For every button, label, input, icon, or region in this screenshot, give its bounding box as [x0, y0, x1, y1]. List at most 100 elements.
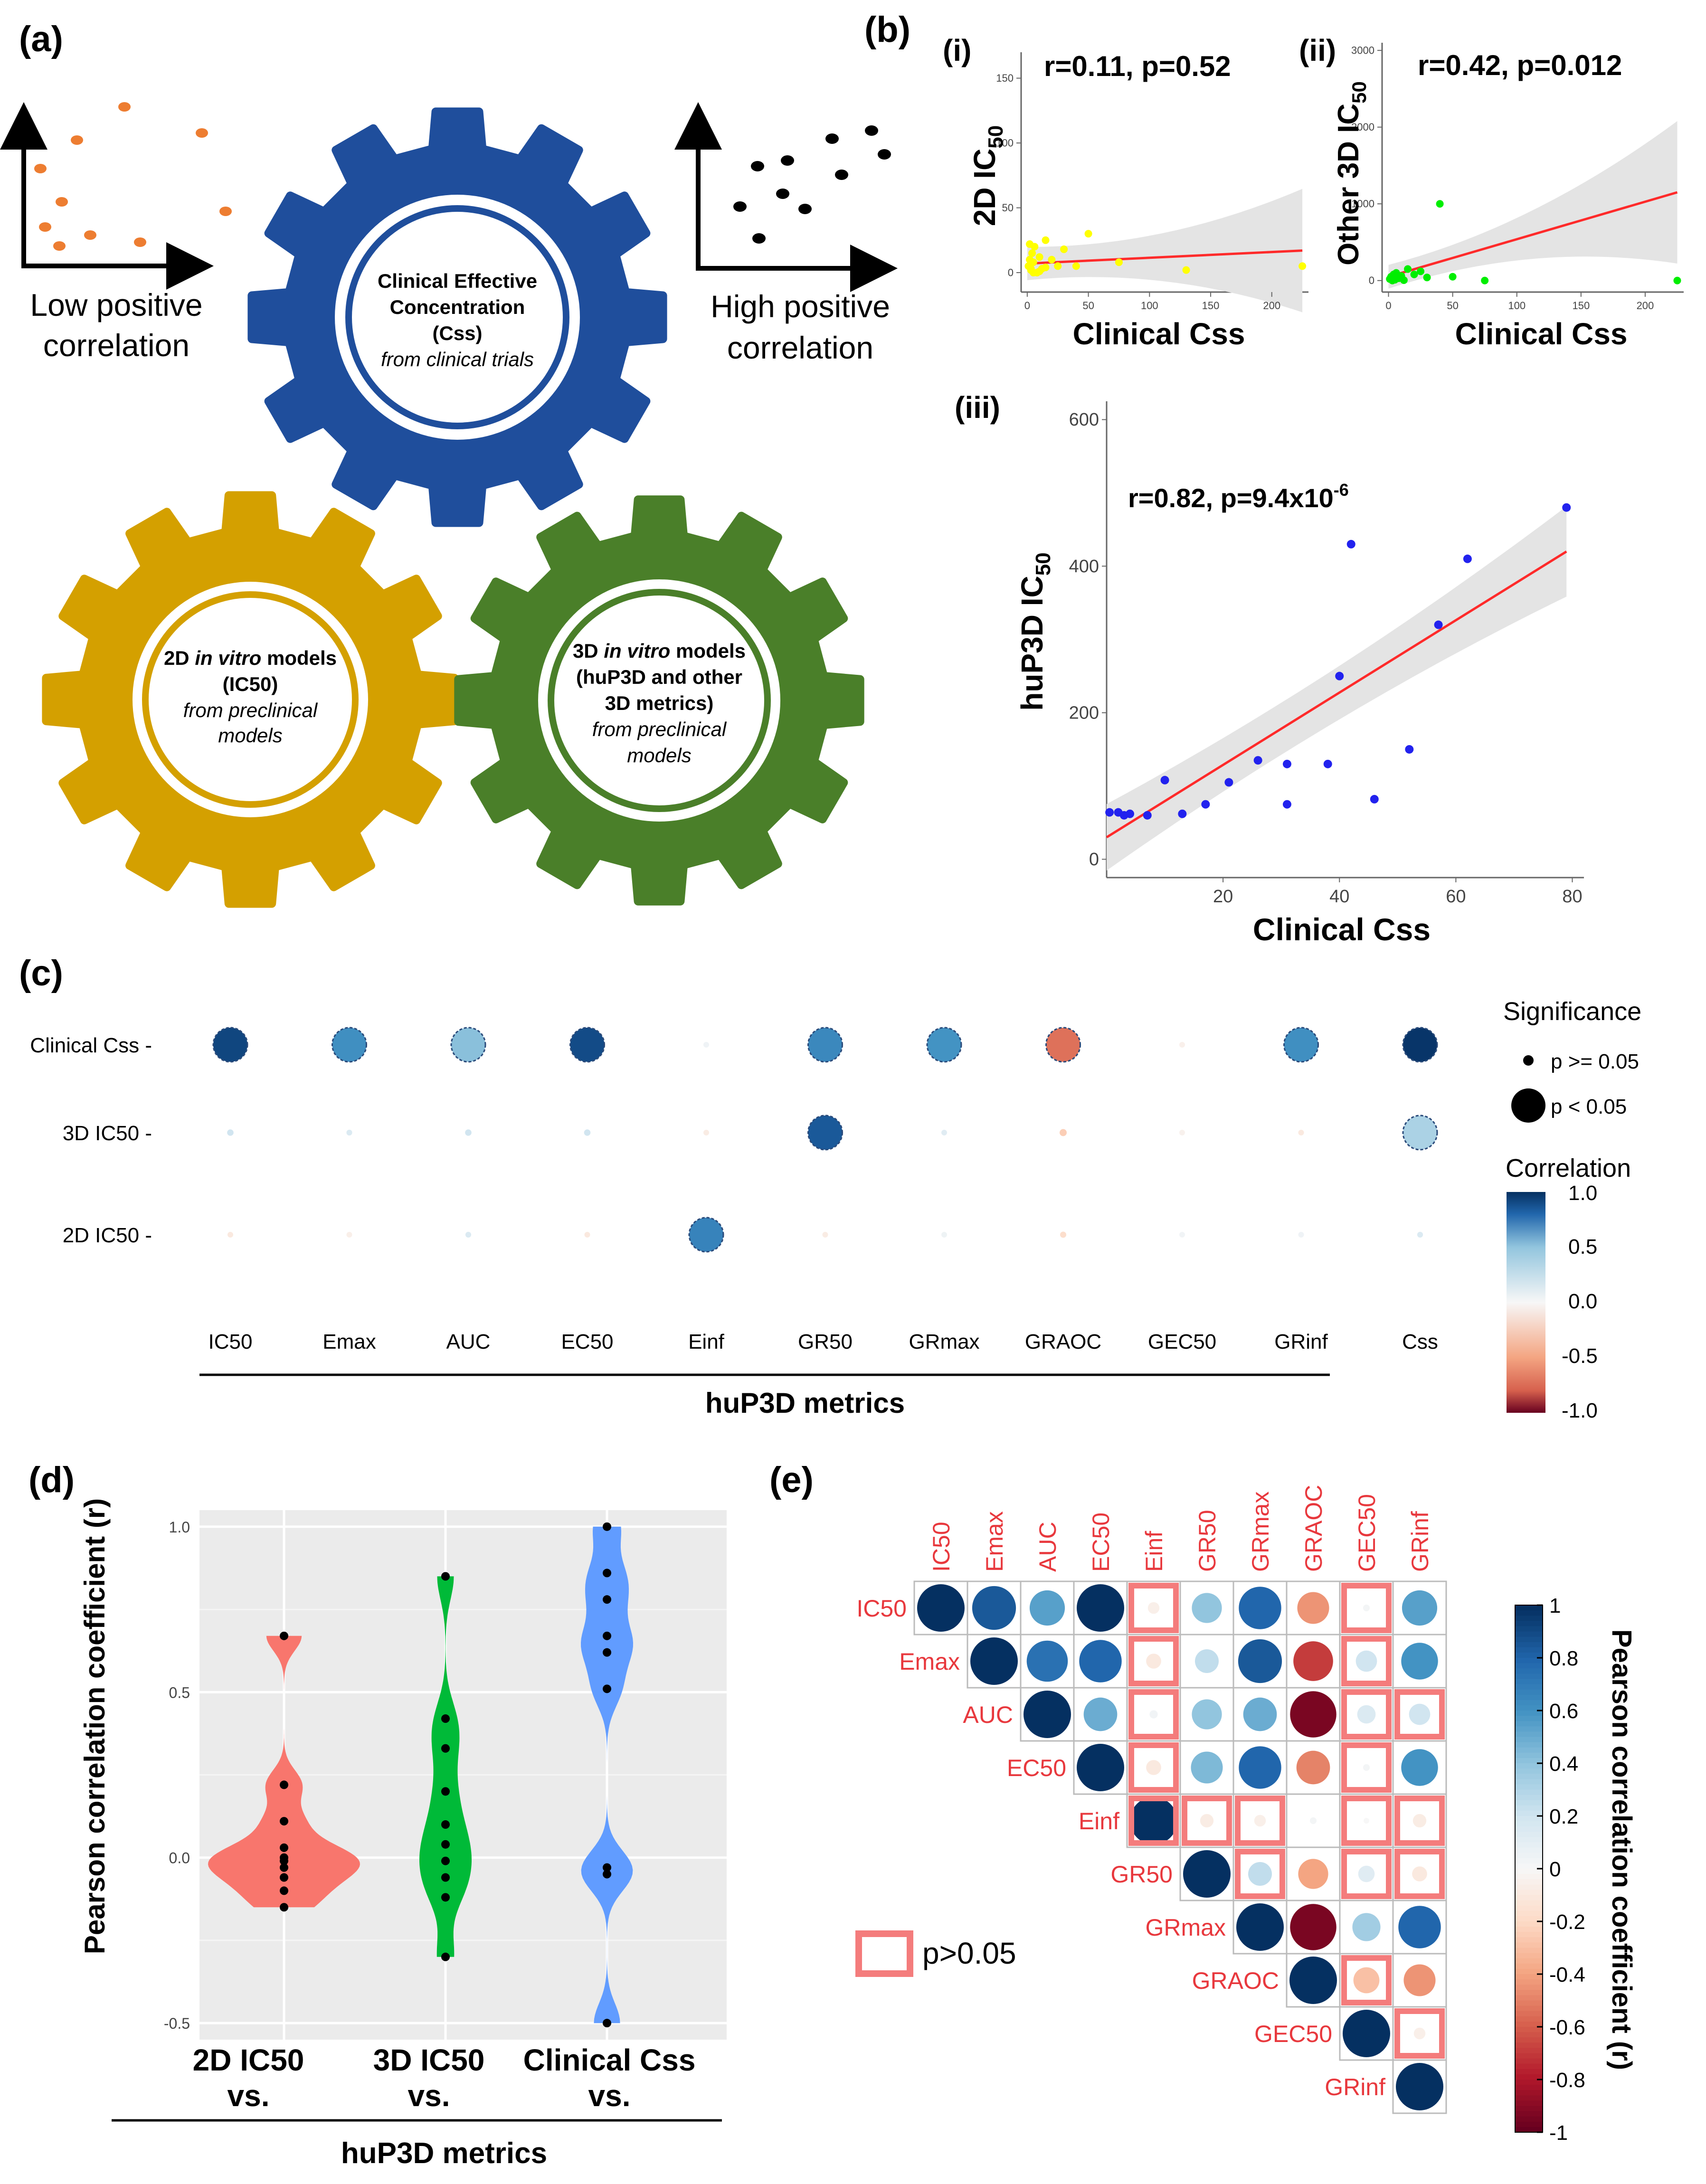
c-cbar-tick: -1.0 [1562, 1399, 1598, 1422]
colorbar-segment [1515, 1995, 1543, 2001]
c-cbar-tick: 1.0 [1568, 1182, 1597, 1205]
colorbar-tick-label: 1 [1549, 1594, 1561, 1617]
b-iii-ylabel: huP3D IC50 [1015, 552, 1055, 710]
colorbar-segment [1515, 1626, 1543, 1632]
colorbar-segment [1515, 1795, 1543, 1801]
data-point [1410, 270, 1418, 278]
violin-body [208, 1636, 360, 1908]
data-point [280, 1780, 288, 1789]
y-tick-label: 150 [996, 72, 1014, 84]
colorbar-segment [1515, 1990, 1543, 1996]
row-label: 3D IC50 - [63, 1122, 152, 1145]
b-ii-label: (ii) [1299, 33, 1336, 67]
x-tick-label: 100 [1141, 300, 1158, 312]
correlation-circle [1083, 1697, 1118, 1731]
correlation-circle [1192, 1593, 1222, 1623]
bubble [1179, 1042, 1185, 1048]
colorbar-segment [1515, 1890, 1543, 1896]
correlation-circle [1026, 1640, 1068, 1682]
x-tick-label: 50 [1447, 300, 1458, 312]
correlation-circle [1243, 1697, 1277, 1731]
bubble [227, 1129, 234, 1136]
colorbar-tick-label: 0.2 [1549, 1805, 1578, 1828]
column-label: GR50 [1194, 1510, 1221, 1572]
correlation-circle [1297, 1592, 1329, 1624]
data-point [441, 1856, 450, 1865]
clinical-italic: from clinical trials [381, 348, 534, 370]
colorbar-segment [1515, 2085, 1543, 2091]
correlation-circle [1357, 1705, 1376, 1724]
correlation-circle [1402, 1590, 1438, 1626]
colorbar-segment [1515, 1910, 1543, 1917]
correlation-circle [1396, 2063, 1443, 2110]
bubble [569, 1027, 605, 1063]
e-legend-box [855, 1930, 913, 1977]
b-ii-ylabel-sub: 50 [1348, 81, 1370, 104]
colorbar-segment [1515, 1705, 1543, 1711]
nonsig-box [1394, 1796, 1445, 1846]
colorbar-segment [1515, 1805, 1543, 1811]
high-caption-line2: correlation [727, 330, 873, 365]
group-label: 3D IC50 [373, 2043, 485, 2077]
colorbar-segment [1515, 1726, 1543, 1732]
gear-3d-line1-post: models [670, 640, 746, 662]
colorbar-segment [1515, 1968, 1543, 1975]
correlation-circle [1298, 1859, 1328, 1889]
colorbar-segment [1515, 2069, 1543, 2075]
data-point [1282, 800, 1291, 809]
gear-3d-text: 3D in vitro models (huP3D and other 3D m… [573, 640, 746, 766]
correlation-circle [1077, 1584, 1124, 1632]
data-point [280, 1886, 288, 1895]
colorbar-segment [1515, 1721, 1543, 1727]
y-tick-label: 0 [1008, 266, 1014, 278]
colorbar-segment [1515, 2027, 1543, 2033]
regression-line [1388, 191, 1678, 278]
data-point [1126, 809, 1135, 818]
y-tick-label: 0 [1089, 850, 1099, 870]
correlation-circle [970, 1637, 1018, 1685]
colorbar-segment [1515, 1948, 1543, 1954]
b-iii-annotation-main: r=0.82, p=9.4x10 [1128, 483, 1334, 513]
column-label: Einf [1141, 1531, 1167, 1572]
data-point [1370, 794, 1379, 804]
colorbar-segment [1515, 1789, 1543, 1796]
gear-2d-italic1: from preclinical [183, 699, 318, 721]
column-label: Einf [688, 1330, 725, 1353]
colorbar-segment [1515, 2048, 1543, 2054]
colorbar-segment [1515, 1742, 1543, 1748]
column-label: GRmax [1247, 1492, 1274, 1572]
data-point [1072, 262, 1080, 270]
colorbar-segment [1515, 2053, 1543, 2059]
data-point [603, 1522, 611, 1531]
d-ylabel: Pearson correlation coefficient (r) [79, 1498, 111, 1954]
y-tick-label: 0 [1369, 274, 1374, 286]
x-tick-label: 80 [1562, 887, 1582, 907]
bubble [703, 1042, 709, 1048]
data-point [1060, 245, 1068, 253]
column-label: Css [1402, 1330, 1438, 1353]
column-label: AUC [446, 1330, 491, 1353]
colorbar-segment [1515, 1837, 1543, 1843]
nonsig-box [1128, 1583, 1179, 1633]
correlation-circle [1238, 1639, 1282, 1683]
colorbar-segment [1515, 1832, 1543, 1838]
nonsig-box [1394, 1849, 1445, 1899]
correlation-circle [1290, 1904, 1336, 1950]
colorbar-segment [1515, 2121, 1543, 2127]
correlation-circle [1403, 1964, 1436, 1996]
data-point [1346, 539, 1355, 548]
row-label: Einf [1079, 1808, 1119, 1834]
nonsig-box [1235, 1796, 1285, 1846]
data-point [1048, 255, 1056, 264]
colorbar-segment [1515, 2090, 1543, 2096]
c-sig-large [1511, 1088, 1545, 1123]
data-point [280, 1873, 288, 1882]
correlation-circle [1398, 1906, 1441, 1948]
nonsig-box [1341, 1583, 1392, 1633]
nonsig-box [1394, 1689, 1445, 1740]
colorbar-segment [1515, 1963, 1543, 1969]
correlation-circle [1401, 1749, 1438, 1786]
